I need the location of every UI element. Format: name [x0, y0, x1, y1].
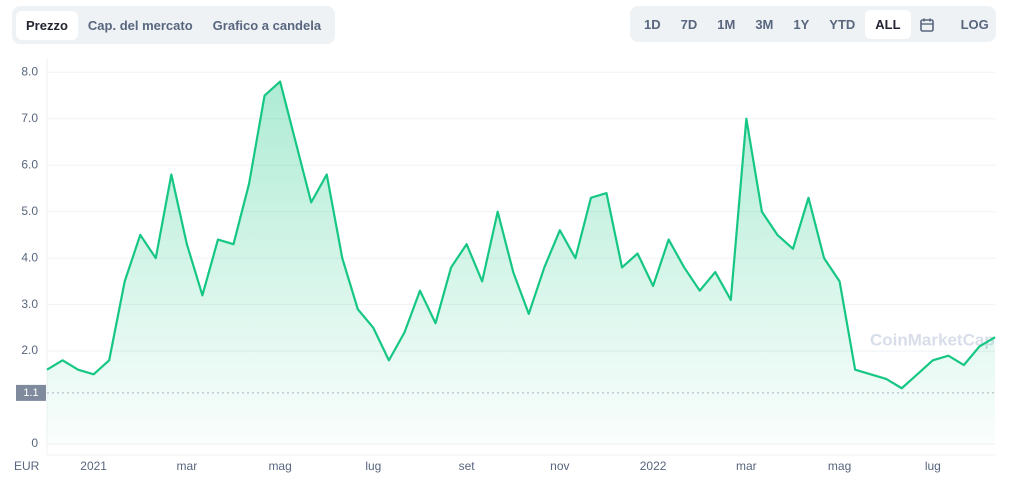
x-tick-label: lug: [365, 459, 381, 473]
y-tick-label: 0: [31, 436, 38, 450]
x-tick-label: mar: [736, 459, 757, 473]
x-tick-label: 2021: [80, 459, 107, 473]
calendar-button[interactable]: [911, 11, 943, 38]
button[interactable]: LOG: [960, 16, 989, 32]
button[interactable]: Prezzo: [16, 10, 78, 40]
reference-label: 1.1: [23, 387, 38, 399]
x-tick-label: mar: [177, 459, 198, 473]
y-tick-label: 4.0: [21, 250, 38, 264]
x-tick-label: nov: [550, 459, 569, 473]
y-tick-label: 7.0: [21, 111, 38, 125]
x-tick-label: mag: [828, 459, 851, 473]
y-tick-label: 5.0: [21, 204, 38, 218]
y-tick-label: 3.0: [21, 297, 38, 311]
x-tick-label: 2022: [640, 459, 667, 473]
range-buttons: 1D 7D 1M 3M 1Y YTD ALL LOG: [630, 6, 996, 42]
price-line: [46, 80, 996, 390]
button[interactable]: 3M: [755, 16, 774, 32]
button[interactable]: 1D: [644, 16, 661, 32]
button[interactable]: Grafico a candela: [212, 17, 322, 33]
calendar-icon: [919, 18, 934, 32]
y-tick-label: 2.0: [21, 343, 38, 357]
watermark: CoinMarketCap: [870, 330, 995, 349]
currency-label: EUR: [14, 459, 40, 473]
chart-tabs: Prezzo Cap. del mercato Grafico a candela: [12, 6, 336, 44]
button[interactable]: ALL: [865, 9, 911, 39]
x-tick-label: mag: [268, 459, 291, 473]
button[interactable]: YTD: [829, 16, 856, 32]
y-tick-label: 8.0: [21, 64, 38, 78]
area-fill: [47, 81, 995, 445]
x-tick-label: lug: [925, 459, 941, 473]
y-tick-label: 6.0: [21, 157, 38, 171]
reference-badge: [16, 384, 46, 401]
x-tick-label: set: [459, 459, 476, 473]
button[interactable]: 7D: [680, 16, 698, 32]
button[interactable]: 1M: [717, 16, 736, 32]
button[interactable]: Cap. del mercato: [87, 17, 193, 33]
button[interactable]: 1Y: [793, 16, 810, 32]
